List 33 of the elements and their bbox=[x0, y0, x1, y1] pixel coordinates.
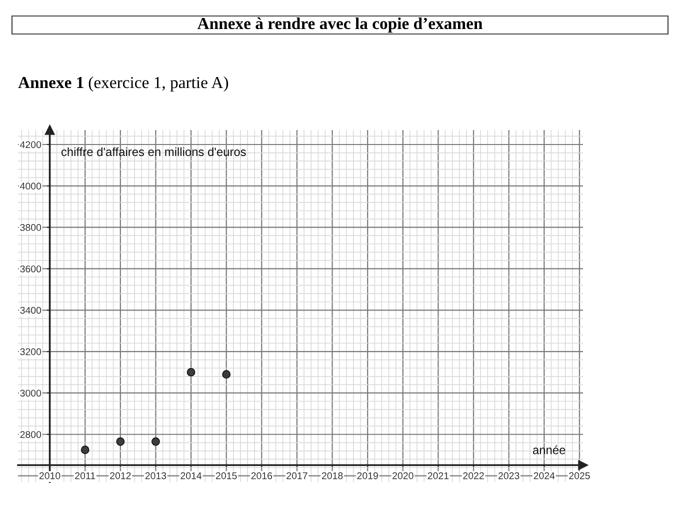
y-tick-label: 3000 bbox=[20, 390, 42, 397]
x-tick-label: 2023 bbox=[498, 472, 520, 480]
point bbox=[151, 437, 160, 446]
x-tick-label: 2016 bbox=[251, 472, 272, 480]
x-tick-label: 2025 bbox=[569, 472, 590, 480]
chart-subtitle: Annexe 1 (exercice 1, partie A) bbox=[18, 76, 228, 92]
y-tick-label: 4000 bbox=[20, 182, 42, 190]
x-tick-label: 2013 bbox=[145, 472, 166, 480]
x-tick-label: 2022 bbox=[463, 472, 484, 480]
x-axis-title: année bbox=[533, 445, 566, 454]
x-tick-label: 2010 bbox=[39, 472, 60, 480]
y-tick-label: 3200 bbox=[20, 348, 42, 356]
x-tick-label: 2019 bbox=[357, 472, 378, 480]
x-tick-label: 2012 bbox=[110, 472, 131, 480]
point bbox=[116, 437, 125, 446]
y-tick-label: 2800 bbox=[20, 431, 42, 438]
point bbox=[222, 370, 231, 379]
x-tick-label: 2014 bbox=[180, 472, 202, 480]
y-tick-label: 3400 bbox=[20, 306, 42, 314]
y-axis-title: chiffre d'affaires en millions d'euros bbox=[61, 147, 246, 156]
x-tick-label: 2011 bbox=[75, 472, 96, 480]
x-tick-label: 2024 bbox=[534, 472, 555, 480]
chart-title: Annexe à rendre avec la copie d’examen bbox=[197, 17, 482, 33]
y-tick-label: 3600 bbox=[20, 265, 42, 272]
x-tick-label: 2015 bbox=[216, 472, 237, 480]
x-tick-label: 2018 bbox=[322, 472, 343, 480]
y-tick-label: 3800 bbox=[20, 224, 42, 231]
point bbox=[186, 368, 196, 376]
point bbox=[80, 446, 90, 454]
y-tick-label: 4200 bbox=[20, 141, 42, 148]
x-tick-label: 2021 bbox=[428, 472, 449, 480]
x-tick-label: 2020 bbox=[392, 472, 414, 480]
x-tick-label: 2017 bbox=[286, 472, 308, 480]
